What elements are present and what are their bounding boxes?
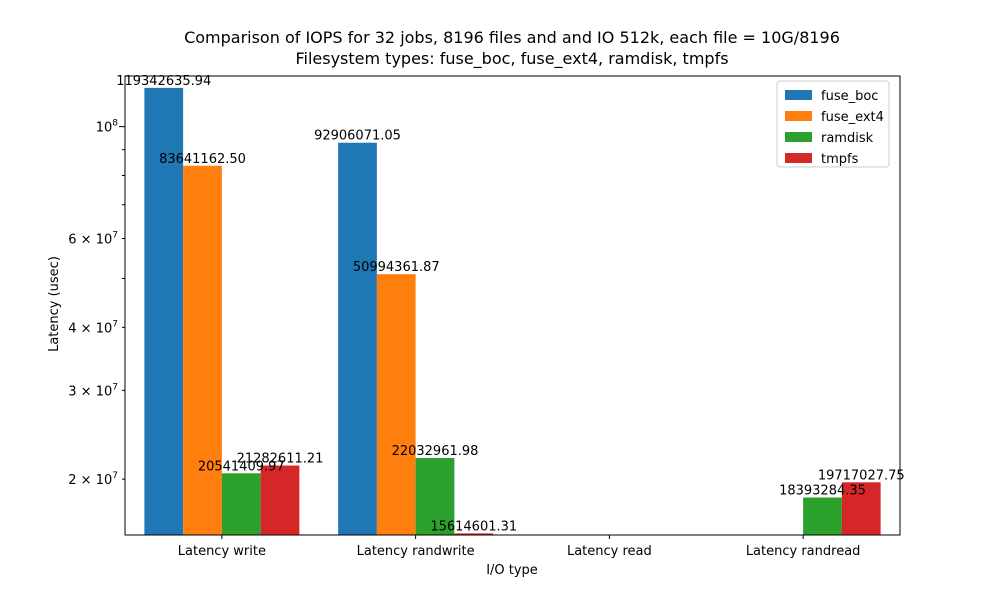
- chart-title-line1: Comparison of IOPS for 32 jobs, 8196 fil…: [184, 28, 840, 47]
- legend-swatch-ramdisk: [785, 132, 812, 142]
- y-major-label: 108: [96, 119, 119, 136]
- legend-box: [776, 80, 890, 168]
- data-label-tmpfs-1: 15614601.31: [430, 519, 517, 534]
- data-label-fuse_boc-0: 119342635.94: [116, 74, 211, 89]
- bar-ramdisk-0: [221, 473, 261, 535]
- data-label-ramdisk-3: 18393284.35: [779, 484, 866, 499]
- axes-frame: [124, 75, 901, 536]
- bar-fuse_boc-1: [338, 142, 377, 535]
- data-label-ramdisk-0: 20541409.97: [198, 459, 285, 474]
- chart-title-line2: Filesystem types: fuse_boc, fuse_ext4, r…: [295, 49, 728, 69]
- legend-label-fuse_boc: fuse_boc: [821, 89, 878, 104]
- data-label-fuse_ext4-0: 83641162.50: [159, 152, 246, 167]
- bar-ramdisk-3: [803, 497, 842, 535]
- y-axis-label: Latency (usec): [47, 256, 62, 352]
- bar-tmpfs-1: [454, 533, 494, 535]
- data-label-ramdisk-1: 22032961.98: [392, 444, 479, 459]
- y-minor-label: 2 × 107: [68, 471, 118, 488]
- data-label-tmpfs-3: 19717027.75: [818, 468, 905, 483]
- bar-fuse_ext4-1: [376, 274, 416, 535]
- y-minor-label: 4 × 107: [68, 319, 118, 336]
- data-label-fuse_ext4-1: 50994361.87: [353, 260, 440, 275]
- legend-label-fuse_ext4: fuse_ext4: [821, 110, 884, 125]
- x-tick-label: Latency write: [178, 544, 266, 559]
- legend-label-ramdisk: ramdisk: [821, 131, 874, 146]
- bar-ramdisk-1: [415, 457, 455, 535]
- x-tick-label: Latency read: [567, 544, 652, 559]
- bar-fuse_boc-0: [144, 87, 184, 536]
- legend-swatch-fuse_boc: [785, 90, 812, 100]
- plot-area: 119342635.94 92906071.05 83641162.50 509943…: [68, 74, 904, 559]
- x-tick-label: Latency randread: [746, 544, 861, 559]
- legend-swatch-fuse_ext4: [785, 111, 812, 121]
- data-label-fuse_boc-1: 92906071.05: [314, 129, 401, 144]
- x-axis-label: I/O type: [486, 563, 538, 578]
- x-tick-label: Latency randwrite: [357, 544, 475, 559]
- y-minor-label: 6 × 107: [68, 231, 118, 248]
- legend-label-tmpfs: tmpfs: [821, 152, 859, 167]
- bar-tmpfs-0: [260, 465, 300, 535]
- y-minor-label: 3 × 107: [68, 382, 118, 399]
- bar-fuse_ext4-0: [183, 165, 222, 536]
- data-label-tmpfs-0: 21282611.21: [237, 452, 324, 467]
- legend-swatch-tmpfs: [785, 153, 812, 163]
- bar-tmpfs-3: [841, 482, 881, 535]
